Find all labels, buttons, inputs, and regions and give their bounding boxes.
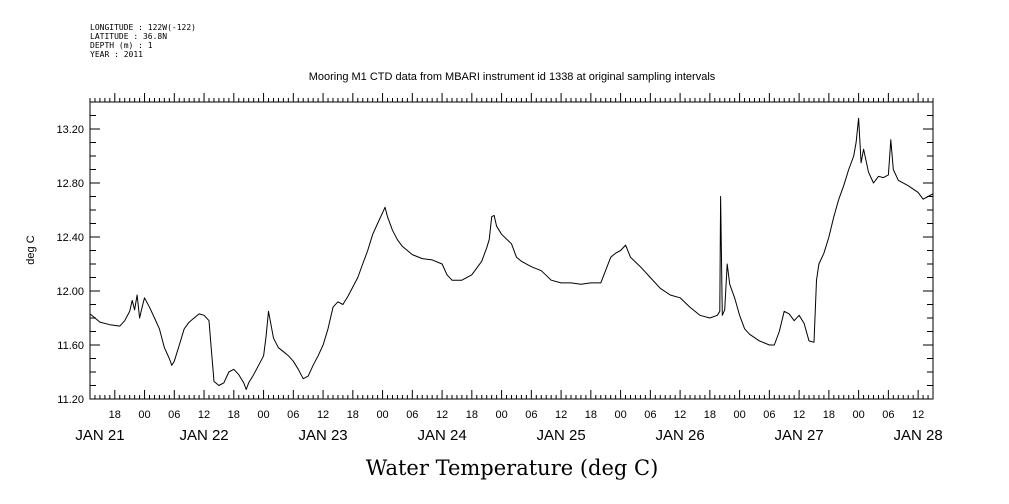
- x-axis: 18 00 06 12 18 00 06 12 18 00 06 12 18 00 06 12 18 00 06 12…: [75, 93, 943, 444]
- x-hour-label: 18: [466, 409, 478, 421]
- x-hour-label: 18: [228, 409, 240, 421]
- y-axis: 11.20 11.60 12.00 12.40 12.80 13.20: [56, 101, 933, 406]
- x-hour-label: 12: [793, 409, 805, 421]
- x-day-label: JAN 23: [298, 427, 347, 444]
- metadata-header: LONGITUDE : 122W(-122) LATITUDE : 36.8N …: [90, 23, 196, 59]
- plot-frame: [89, 101, 934, 400]
- x-hour-label: 00: [376, 409, 388, 421]
- x-hour-label: 06: [644, 409, 656, 421]
- series-layer: [89, 117, 934, 390]
- y-tick-label: 13.20: [56, 124, 84, 136]
- x-hour-label: 18: [585, 409, 597, 421]
- year-label: YEAR : 2011: [90, 50, 143, 59]
- x-hour-label: 12: [198, 409, 210, 421]
- y-axis-label: deg C: [25, 235, 37, 264]
- x-hour-label: 06: [287, 409, 299, 421]
- x-day-label: JAN 28: [894, 427, 943, 444]
- x-day-label: JAN 24: [417, 427, 466, 444]
- x-hour-label: 18: [704, 409, 716, 421]
- x-hour-label: 06: [763, 409, 775, 421]
- x-hour-label: 18: [347, 409, 359, 421]
- x-hour-label: 00: [614, 409, 626, 421]
- x-hour-label: 00: [852, 409, 864, 421]
- chart-title: Mooring M1 CTD data from MBARI instrumen…: [309, 71, 716, 83]
- x-hour-label: 00: [495, 409, 507, 421]
- series-line-water-temperature: [89, 117, 934, 390]
- longitude-label: LONGITUDE : 122W(-122): [90, 23, 196, 32]
- x-hour-label: 06: [168, 409, 180, 421]
- x-hour-label: 06: [525, 409, 537, 421]
- x-hour-label: 12: [555, 409, 567, 421]
- x-hour-label: 12: [912, 409, 924, 421]
- y-tick-label: 11.60: [57, 340, 84, 352]
- x-hour-label: 00: [733, 409, 745, 421]
- y-tick-label: 12.00: [56, 286, 84, 298]
- y-tick-label: 11.20: [57, 394, 84, 406]
- x-hour-label: 12: [436, 409, 448, 421]
- x-axis-label: Water Temperature (deg C): [366, 456, 659, 480]
- x-day-label: JAN 27: [775, 427, 824, 444]
- x-hour-label: 18: [109, 409, 121, 421]
- latitude-label: LATITUDE : 36.8N: [90, 32, 167, 41]
- x-day-label: JAN 22: [179, 427, 228, 444]
- depth-label: DEPTH (m) : 1: [90, 41, 153, 50]
- x-hour-label: 06: [406, 409, 418, 421]
- x-hour-label: 12: [317, 409, 329, 421]
- x-hour-label: 00: [138, 409, 150, 421]
- y-tick-label: 12.40: [56, 232, 84, 244]
- x-hour-label: 18: [823, 409, 835, 421]
- x-hour-label: 06: [882, 409, 894, 421]
- x-day-label: JAN 25: [536, 427, 585, 444]
- x-day-label: JAN 26: [655, 427, 704, 444]
- x-hour-label: 12: [674, 409, 686, 421]
- x-hour-label: 00: [257, 409, 269, 421]
- x-day-label: JAN 21: [75, 427, 124, 444]
- y-tick-label: 12.80: [56, 178, 84, 190]
